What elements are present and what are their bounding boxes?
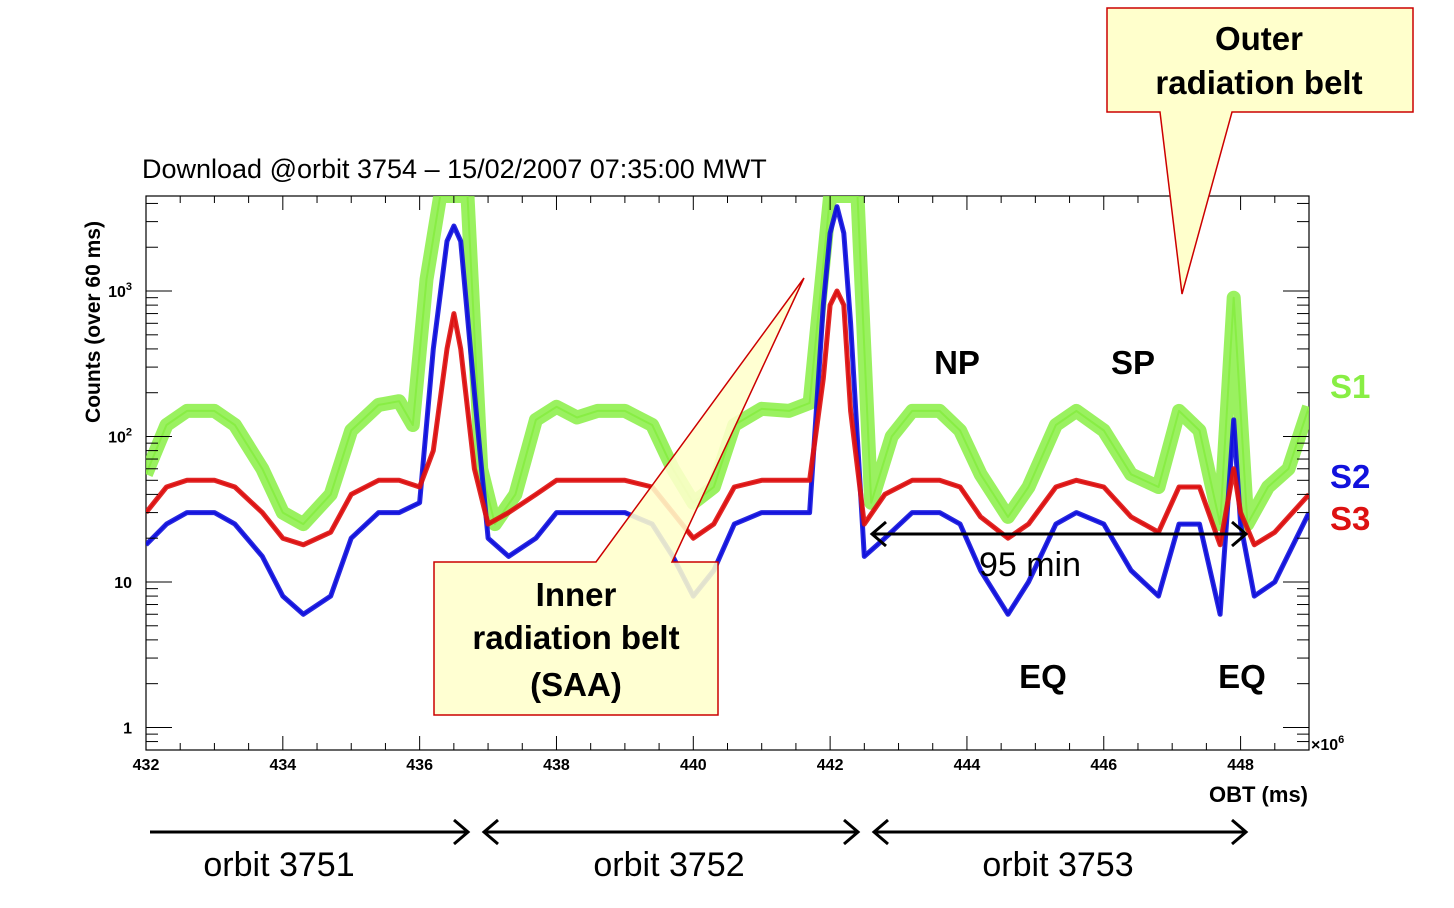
y-axis: 1 10 102 103 xyxy=(108,202,1309,751)
label-eq-2: EQ xyxy=(1218,658,1266,695)
duration-arrow xyxy=(869,520,1249,548)
series-s2-line xyxy=(146,205,1309,616)
x-tick-label: 442 xyxy=(817,757,844,774)
x-axis-multiplier: ×106 xyxy=(1311,734,1344,754)
x-axis-label: OBT (ms) xyxy=(1209,782,1308,807)
callout-inner-belt: Inner radiation belt (SAA) xyxy=(433,277,805,716)
legend-s1: S1 xyxy=(1330,368,1370,405)
callout-inner-line1: Inner xyxy=(536,576,617,613)
y-tick-label: 1 xyxy=(123,720,132,737)
legend-s2: S2 xyxy=(1330,458,1370,495)
y-tick-label: 102 xyxy=(108,427,132,447)
series-layer xyxy=(146,196,1309,617)
callout-outer-line2: radiation belt xyxy=(1155,64,1362,101)
x-tick-label: 440 xyxy=(680,757,707,774)
duration-label: 95 min xyxy=(979,546,1081,584)
x-tick-label: 432 xyxy=(133,757,160,774)
orbit-label-3753: orbit 3753 xyxy=(982,846,1133,884)
x-tick-label: 448 xyxy=(1227,757,1254,774)
series-s3-line xyxy=(146,290,1309,546)
chart-title: Download @orbit 3754 – 15/02/2007 07:35:… xyxy=(142,154,767,184)
callout-inner-line3: (SAA) xyxy=(530,666,622,703)
legend-s3: S3 xyxy=(1330,500,1370,537)
orbit-label-3752: orbit 3752 xyxy=(593,846,744,884)
x-tick-label: 436 xyxy=(406,757,433,774)
x-tick-label: 444 xyxy=(954,757,981,774)
y-axis-label: Counts (over 60 ms) xyxy=(82,221,105,423)
orbit-label-3751: orbit 3751 xyxy=(203,846,354,884)
callout-outer-line1: Outer xyxy=(1215,20,1303,57)
x-axis: 432 434 436 438 440 442 444 446 448 xyxy=(133,196,1310,774)
x-tick-label: 434 xyxy=(269,757,296,774)
series-s1-line xyxy=(146,196,1309,526)
y-tick-label: 10 xyxy=(114,575,132,592)
orbit-arrows xyxy=(150,818,1249,846)
label-np: NP xyxy=(934,344,980,381)
x-tick-label: 438 xyxy=(543,757,570,774)
callout-outer-belt: Outer radiation belt xyxy=(1106,7,1414,295)
x-tick-label: 446 xyxy=(1090,757,1117,774)
label-eq-1: EQ xyxy=(1019,658,1067,695)
callout-inner-line2: radiation belt xyxy=(472,619,679,656)
y-tick-label: 103 xyxy=(108,281,132,301)
label-sp: SP xyxy=(1111,344,1155,381)
